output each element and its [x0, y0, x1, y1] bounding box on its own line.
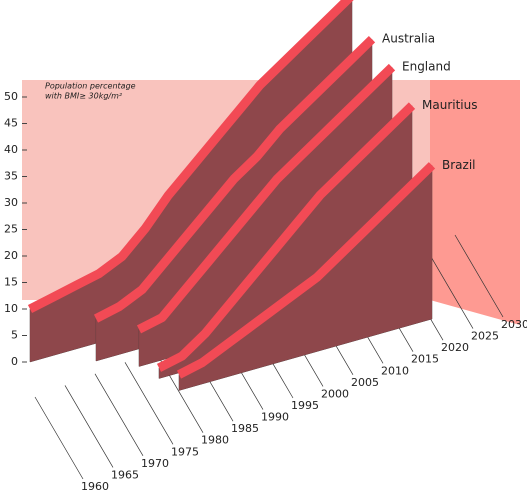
leader-line [454, 234, 504, 318]
y-tick-label: 30 [4, 196, 18, 209]
leader-line [424, 246, 474, 329]
y-tick-label: 10 [4, 302, 18, 315]
y-tick-label: 15 [4, 276, 18, 289]
series-label: England [402, 60, 451, 74]
y-tick-label: 50 [4, 90, 18, 103]
y-tick-label: 25 [4, 223, 18, 236]
series-label: USA [362, 0, 388, 2]
leader-line [124, 362, 174, 445]
series-label: Brazil [442, 158, 476, 172]
y-tick-label: 20 [4, 249, 18, 262]
x-tick-label: 2015 [411, 353, 439, 366]
x-tick-label: 1960 [81, 480, 109, 493]
leader-line [64, 385, 114, 468]
ribbon-top [93, 35, 376, 323]
x-tick-label: 1965 [111, 468, 139, 481]
x-tick-label: 1970 [141, 457, 169, 470]
leader-line [94, 373, 144, 457]
x-tick-label: 2030 [501, 318, 527, 331]
y-axis-label: Population percentage [45, 82, 136, 91]
y-tick-label: 5 [11, 329, 18, 342]
y-tick-label: 40 [4, 143, 18, 156]
side-wall [430, 80, 520, 325]
ribbon-top [136, 63, 396, 334]
x-tick-label: 2010 [381, 364, 409, 377]
x-tick-label: 2005 [351, 376, 379, 389]
leader-line [34, 396, 84, 480]
x-tick-label: 2000 [321, 387, 349, 400]
y-tick-label: 0 [11, 355, 18, 368]
series-label: Australia [382, 32, 435, 46]
series-label: Mauritius [422, 98, 477, 112]
x-tick-label: 1990 [261, 411, 289, 424]
x-tick-label: 1975 [171, 445, 199, 458]
ribbon-top [27, 0, 354, 314]
x-tick-label: 1980 [201, 434, 229, 447]
ribbon-top [176, 162, 436, 379]
x-tick-label: 2025 [471, 330, 499, 343]
y-axis-label: with BMI≥ 30kg/m² [45, 92, 123, 101]
x-tick-label: 1985 [231, 422, 259, 435]
ribbon-top [156, 102, 416, 372]
x-tick-label: 1995 [291, 399, 319, 412]
x-tick-label: 2020 [441, 341, 469, 354]
y-tick-label: 45 [4, 117, 18, 130]
y-tick-label: 35 [4, 170, 18, 183]
